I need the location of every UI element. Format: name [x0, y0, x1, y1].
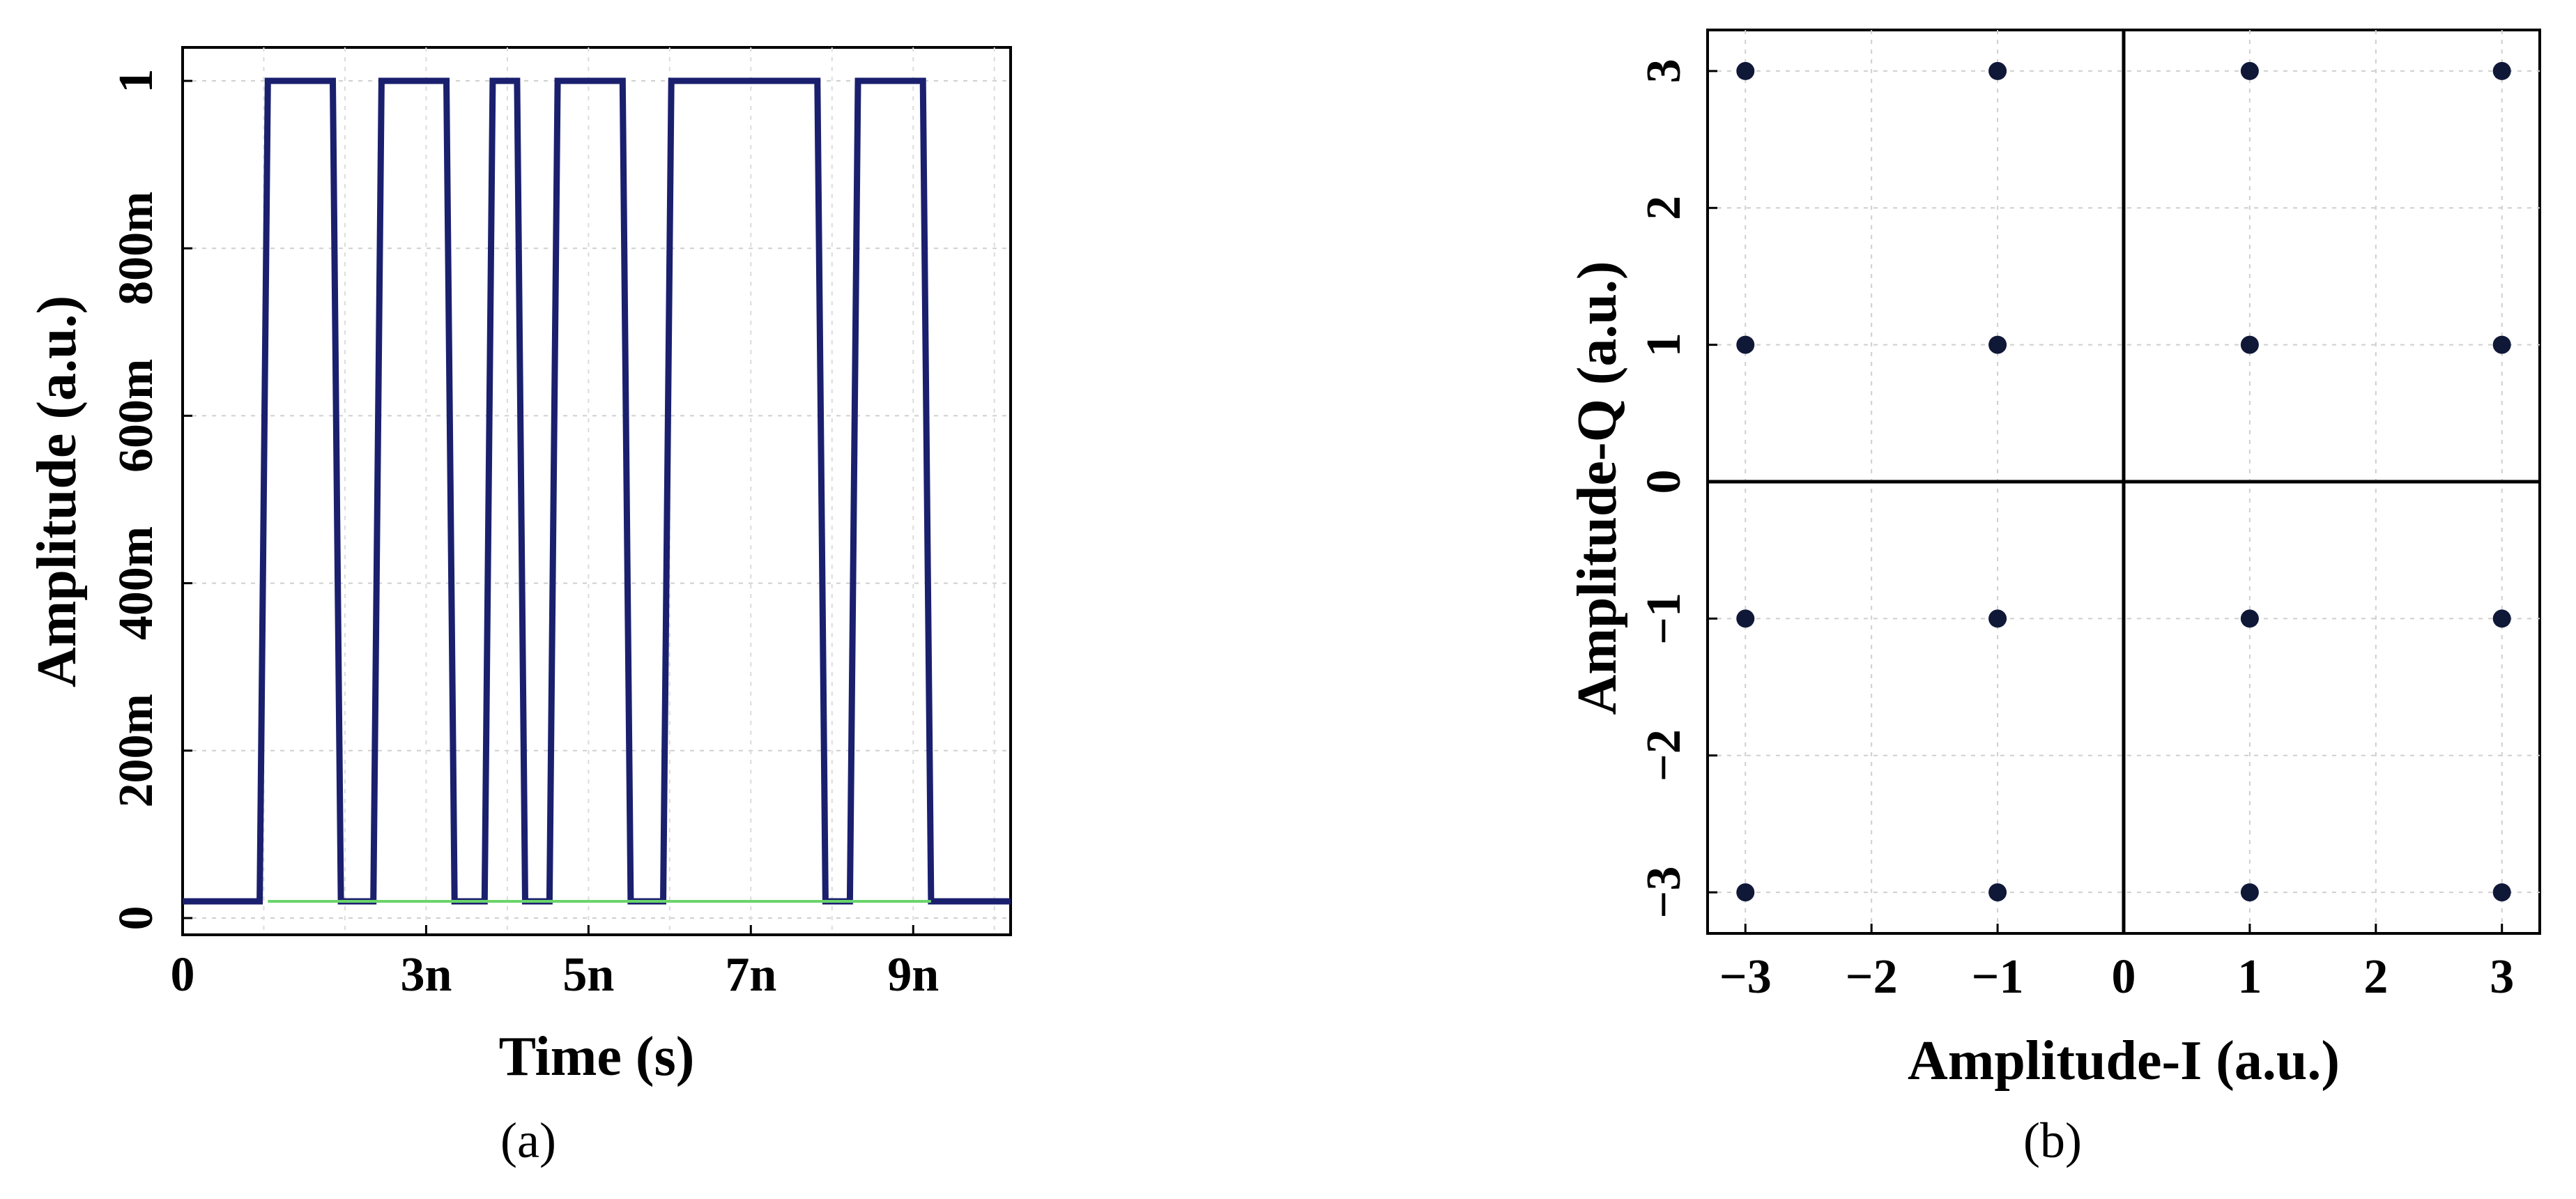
chart-b-constellation-point: [1988, 335, 2007, 354]
chart-b-constellation-point: [2240, 335, 2259, 354]
chart-b-x-tick-label: −2: [1846, 950, 1898, 1004]
chart-b-constellation-point: [1736, 609, 1755, 628]
chart-b-constellation-point: [2240, 61, 2259, 80]
chart-b-x-tick-label: 1: [2237, 950, 2262, 1004]
chart-b-constellation-point: [2492, 61, 2511, 80]
chart-a-time-domain: 0 3n 5n 7n 9n 0 200m 400m 600m 800m 1 Time (s) Am…: [26, 46, 1012, 1168]
chart-a-y-ticks: 0 200m 400m 600m 800m 1: [109, 69, 192, 931]
chart-a-series: [183, 77, 1011, 905]
chart-b-constellation-point: [1988, 609, 2007, 628]
chart-b-x-tick-label: −1: [1972, 950, 2024, 1004]
chart-a-y-tick-label: 200m: [109, 694, 163, 807]
chart-b-y-axis-label: Amplitude-Q (a.u.): [1567, 261, 1628, 715]
chart-b-y-tick-label: 0: [1637, 470, 1691, 494]
chart-a-x-tick-label: 5n: [562, 948, 614, 1002]
chart-a-x-tick-label: 7n: [725, 948, 776, 1002]
chart-b-constellation-point: [1988, 883, 2007, 902]
chart-b-constellation-point: [2492, 609, 2511, 628]
chart-b-x-tick-label: −3: [1719, 950, 1772, 1004]
chart-b-y-tick-label: 3: [1637, 59, 1691, 83]
chart-a-x-axis-label: Time (s): [499, 1026, 695, 1087]
chart-b-caption: (b): [2023, 1113, 2082, 1168]
chart-b-y-tick-label: 2: [1637, 196, 1691, 220]
chart-b-zero-axes: [1708, 30, 2540, 933]
chart-b-constellation-point: [2240, 883, 2259, 902]
chart-b-constellation: −3 −2 −1 0 1 2 3 −3 −2 −1 0 1 2 3 Amplitude-I (a.u.)…: [1567, 29, 2541, 1168]
chart-b-x-ticks: −3 −2 −1 0 1 2 3: [1719, 924, 2514, 1004]
chart-b-y-tick-label: −1: [1637, 593, 1691, 645]
chart-a-x-ticks: 0 3n 5n 7n 9n: [171, 925, 939, 1002]
chart-a-x-tick-label: 0: [171, 948, 195, 1002]
chart-a-y-tick-label: 800m: [109, 192, 163, 305]
chart-b-constellation-point: [1988, 61, 2007, 80]
chart-b-constellation-point: [1736, 61, 1755, 80]
chart-b-constellation-point: [2492, 883, 2511, 902]
chart-a-x-tick-label: 9n: [887, 948, 939, 1002]
chart-b-constellation-point: [1736, 883, 1755, 902]
chart-a-y-axis-label: Amplitude (a.u.): [26, 296, 88, 687]
chart-a-y-tick-label: 400m: [109, 526, 163, 640]
chart-b-y-tick-label: 1: [1637, 333, 1691, 357]
chart-b-x-tick-label: 0: [2112, 950, 2136, 1004]
chart-b-y-ticks: −3 −2 −1 0 1 2 3: [1637, 59, 1717, 919]
chart-b-constellation-point: [2492, 335, 2511, 354]
chart-b-x-tick-label: 2: [2363, 950, 2388, 1004]
chart-a-y-tick-label: 600m: [109, 359, 163, 473]
chart-b-constellation-point: [1736, 335, 1755, 354]
chart-b-y-tick-label: −2: [1637, 729, 1691, 781]
chart-b-points: [1736, 61, 2511, 902]
chart-a-x-tick-label: 3n: [400, 948, 452, 1002]
chart-a-caption: (a): [500, 1113, 556, 1168]
chart-b-constellation-point: [2240, 609, 2259, 628]
chart-a-y-tick-label: 1: [109, 69, 163, 93]
chart-a-y-tick-label: 0: [109, 906, 163, 931]
chart-b-y-tick-label: −3: [1637, 866, 1691, 919]
chart-b-x-axis-label: Amplitude-I (a.u.): [1908, 1030, 2340, 1092]
chart-a-frame: [181, 46, 1012, 936]
chart-b-x-tick-label: 3: [2490, 950, 2514, 1004]
